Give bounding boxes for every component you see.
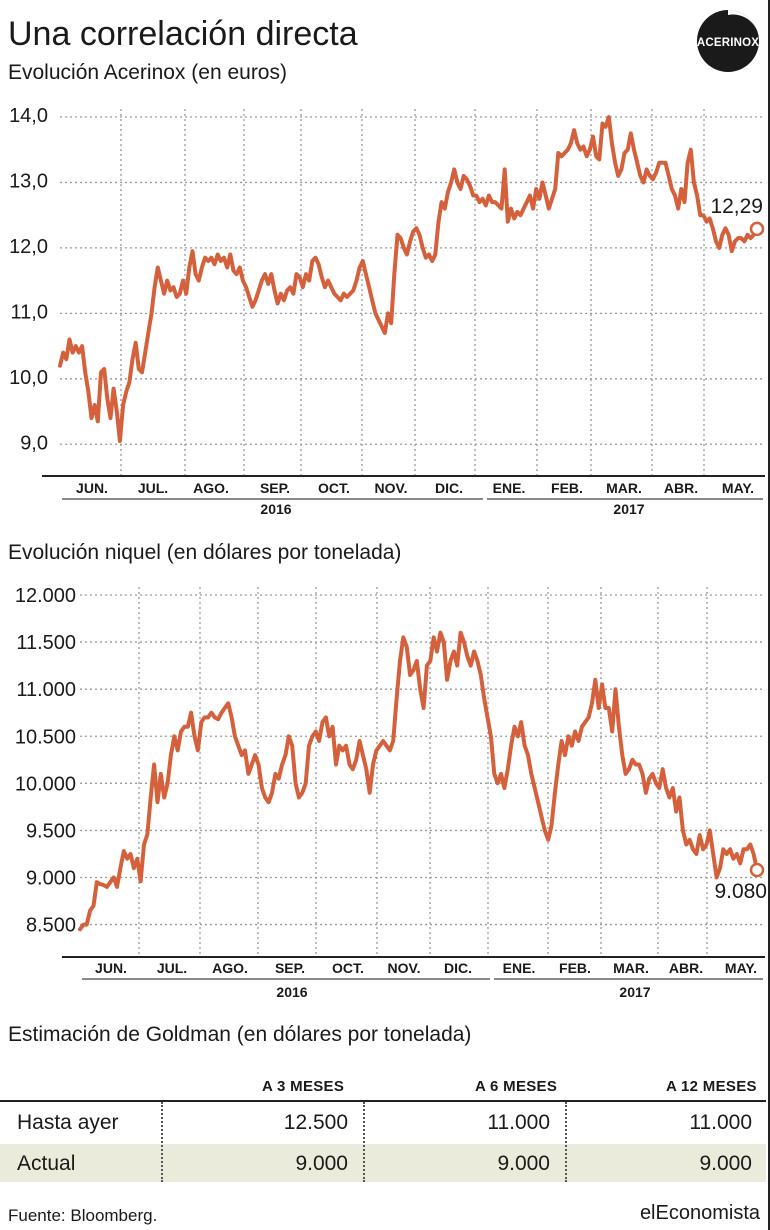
month-label: OCT. xyxy=(332,960,364,976)
nickel-chart-title: Evolución niquel (en dólares por tonelad… xyxy=(8,541,402,564)
year-label: 2016 xyxy=(276,984,307,1000)
month-label: OCT. xyxy=(318,480,350,496)
table-cell: 11.000 xyxy=(689,1111,752,1134)
month-label: ABR. xyxy=(669,960,703,976)
acerinox-logo: ACERINOX xyxy=(697,10,759,72)
right-frame-rule xyxy=(768,0,770,1230)
month-label: ENE. xyxy=(503,960,536,976)
publisher-brand: elEconomista xyxy=(639,1202,760,1224)
table-cell: 9.000 xyxy=(497,1152,550,1175)
month-label: JUL. xyxy=(157,960,187,976)
series-line xyxy=(78,630,759,932)
month-label: MAY. xyxy=(722,480,754,496)
month-label: FEB. xyxy=(559,960,591,976)
month-label: NOV. xyxy=(375,480,408,496)
row-label: Hasta ayer xyxy=(17,1111,119,1134)
column-divider xyxy=(161,1102,163,1182)
y-tick-label: 12.000 xyxy=(15,585,76,607)
y-tick-label: 14,0 xyxy=(9,105,48,127)
month-label: SEP. xyxy=(275,960,305,976)
y-tick-label: 12,0 xyxy=(9,236,48,258)
nickel-chart: 12.000 11.500 11.000 10.500 10.000 9.500 9.000… xyxy=(15,585,767,1000)
y-tick-label: 11.000 xyxy=(16,679,76,701)
month-label: NOV. xyxy=(388,960,421,976)
month-label: JUN. xyxy=(95,960,127,976)
y-tick-label: 10.000 xyxy=(15,773,76,795)
month-label: AGO. xyxy=(193,480,229,496)
last-point-marker xyxy=(749,862,765,878)
y-tick-label: 9.000 xyxy=(26,868,76,890)
table-header-rule xyxy=(0,1100,766,1102)
svg-text:ACERINOX: ACERINOX xyxy=(697,37,759,49)
column-divider xyxy=(363,1102,365,1182)
header-12-months: A 12 MESES xyxy=(666,1078,757,1095)
y-tick-label: 13,0 xyxy=(9,170,48,192)
month-label: MAY. xyxy=(725,960,757,976)
y-tick-label: 11,0 xyxy=(11,301,48,323)
goldman-table-title: Estimación de Goldman (en dólares por to… xyxy=(8,1023,472,1046)
y-tick-label: 8.500 xyxy=(26,915,76,937)
month-label: SEP. xyxy=(260,480,290,496)
month-label: MAR. xyxy=(606,480,642,496)
acerinox-chart-subtitle: Evolución Acerinox (en euros) xyxy=(8,61,287,84)
page-title: Una correlación directa xyxy=(8,15,358,53)
table-cell: 11.000 xyxy=(487,1111,550,1134)
table-cell: 9.000 xyxy=(699,1152,752,1175)
month-label: AGO. xyxy=(212,960,248,976)
y-tick-label: 10,0 xyxy=(9,367,48,389)
row-label: Actual xyxy=(17,1152,76,1175)
year-label: 2017 xyxy=(619,984,650,1000)
year-label: 2016 xyxy=(260,501,291,517)
month-label: MAR. xyxy=(613,960,649,976)
month-label: FEB. xyxy=(551,480,583,496)
month-label: DIC. xyxy=(444,960,472,976)
month-label: JUL. xyxy=(138,480,168,496)
header-3-months: A 3 MESES xyxy=(262,1078,345,1095)
series-line xyxy=(58,115,759,443)
table-row: Actual 9.000 9.000 9.000 xyxy=(0,1144,766,1182)
header-6-months: A 6 MESES xyxy=(475,1078,558,1095)
month-label: ENE. xyxy=(493,480,526,496)
last-value-label: 12,29 xyxy=(710,195,763,218)
last-point-marker xyxy=(749,221,765,237)
y-tick-label: 9.500 xyxy=(26,820,76,842)
y-tick-label: 11.500 xyxy=(16,632,76,654)
table-row: Hasta ayer 12.500 11.000 11.000 xyxy=(0,1102,766,1142)
last-value-label: 9.080 xyxy=(714,880,767,903)
month-label: DIC. xyxy=(435,480,463,496)
table-cell: 12.500 xyxy=(283,1111,348,1134)
month-label: ABR. xyxy=(664,480,698,496)
source-note: Fuente: Bloomberg. xyxy=(8,1206,158,1225)
year-label: 2017 xyxy=(613,501,644,517)
month-label: JUN. xyxy=(76,480,108,496)
y-tick-label: 9,0 xyxy=(20,432,48,454)
y-tick-label: 10.500 xyxy=(15,726,76,748)
acerinox-chart: 14,0 13,0 12,0 11,0 10,0 9,0 JUN. JUL. AGO. SEP. O… xyxy=(9,105,765,517)
column-divider xyxy=(565,1102,567,1182)
table-cell: 9.000 xyxy=(295,1152,348,1175)
